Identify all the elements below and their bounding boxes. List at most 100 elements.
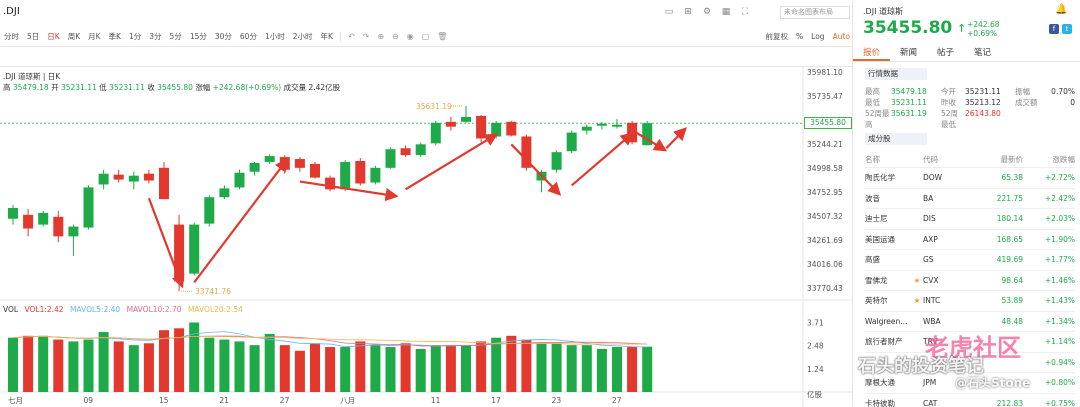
volume-bar	[521, 339, 532, 392]
star-icon[interactable]	[911, 250, 923, 270]
period-tab[interactable]: 日K	[47, 31, 60, 41]
auto-toggle[interactable]: Auto	[832, 31, 850, 41]
volume-tick-label: 1.24	[807, 365, 824, 374]
period-tab[interactable]: 1小时	[264, 31, 285, 41]
period-tab[interactable]: 15分	[189, 31, 207, 41]
star-icon[interactable]	[911, 373, 923, 393]
x-tick-label: 09	[84, 396, 94, 405]
y-tick-label: 34752.95	[807, 188, 843, 197]
stock-name: 高盛	[865, 255, 880, 264]
star-icon[interactable]: ★	[913, 296, 921, 305]
symbol-info-line: .DJI 道琼斯 | 日K	[3, 72, 61, 81]
layout-select[interactable]: 未命名图表布局	[780, 6, 850, 19]
list-item[interactable]: 卡特彼勒 CAT 212.83 +0.75%	[865, 394, 1075, 407]
period-tab[interactable]: 2小时	[292, 31, 313, 41]
period-tab[interactable]: 季K	[108, 31, 121, 41]
candle-body	[23, 214, 34, 229]
list-item[interactable]: 陶氏化学 DOW 65.38 +2.72%	[865, 168, 1075, 189]
col-code[interactable]: 代码	[923, 155, 938, 164]
crop-icon[interactable]: ▢	[421, 31, 430, 41]
volume-bar	[445, 345, 456, 392]
star-icon[interactable]	[911, 230, 923, 250]
star-icon[interactable]	[911, 168, 923, 188]
period-tab[interactable]: 5日	[27, 31, 40, 41]
layout-grid-icon[interactable]: ▦	[721, 7, 731, 17]
indicator-icon[interactable]: ⊞	[684, 7, 692, 17]
candle-body	[430, 122, 441, 144]
list-item[interactable]: +0.94%	[865, 353, 1075, 373]
star-icon[interactable]	[911, 353, 923, 373]
list-item[interactable]: 雪佛龙 ★ CVX 98.64 +1.46%	[865, 271, 1075, 291]
star-icon[interactable]	[911, 312, 923, 332]
candle-body	[310, 163, 320, 178]
quote-tab[interactable]: 笔记	[974, 48, 992, 58]
market-data-table: 最高 35479.18 今开 35231.11 振幅 0.70% 最低 35231.11 昨收 3…	[865, 86, 1075, 129]
star-icon[interactable]	[911, 332, 923, 352]
share-icons: f t	[1049, 24, 1072, 34]
list-item[interactable]: 波音 BA 221.75 +2.42%	[865, 189, 1075, 209]
bell-icon[interactable]: 🔔	[1055, 4, 1068, 15]
list-item[interactable]: 高盛 GS 419.69 +1.77%	[865, 250, 1075, 271]
candle-body	[83, 187, 94, 228]
divider	[339, 31, 341, 41]
star-icon[interactable]: ★	[913, 275, 921, 285]
facebook-icon[interactable]: f	[1049, 24, 1059, 34]
trash-icon[interactable]: 🗑	[437, 31, 448, 41]
percent-toggle[interactable]: %	[796, 31, 804, 41]
stock-change-pct: +0.75%	[1044, 398, 1075, 407]
candle-body	[566, 132, 577, 152]
adjust-select[interactable]: 前复权	[765, 31, 789, 41]
list-item[interactable]: 迪士尼 DIS 180.14 +2.03%	[865, 209, 1075, 230]
quote-tab[interactable]: 帖子	[937, 48, 955, 58]
drawing-tool-icon[interactable]: ▭	[664, 7, 674, 17]
period-tab[interactable]: 60分	[239, 31, 257, 41]
candlestick-chart[interactable]: 35981.1035735.4735489.8435244.2134998.58…	[0, 0, 852, 407]
stock-code: JPM	[923, 378, 937, 387]
market-data-label	[1015, 108, 1043, 119]
star-icon[interactable]	[911, 209, 923, 229]
list-item[interactable]: 旅行者财产 TRV +1.14%	[865, 332, 1075, 353]
list-item[interactable]: 英特尔 ★ INTC 53.89 +1.43%	[865, 291, 1075, 312]
star-icon[interactable]	[911, 189, 923, 209]
period-tab[interactable]: 5分	[169, 31, 182, 41]
period-tab[interactable]: 1分	[128, 31, 142, 41]
list-item[interactable]: Walgreen... WBA 48.48 +1.34%	[865, 312, 1075, 332]
zoom-in-icon[interactable]: ⊕	[377, 31, 385, 41]
stock-change-pct: +2.72%	[1044, 173, 1075, 182]
period-tab[interactable]: 30分	[214, 31, 232, 41]
period-tab[interactable]: 年K	[320, 31, 333, 41]
volume-label: 成交量	[283, 83, 307, 92]
chart-view-options: 前复权 % Log Auto	[766, 28, 852, 44]
candle-body	[234, 172, 245, 188]
twitter-icon[interactable]: t	[1062, 24, 1072, 34]
log-toggle[interactable]: Log	[811, 31, 825, 41]
list-item[interactable]: 美国运通 AXP 168.65 +1.90%	[865, 230, 1075, 250]
period-tab[interactable]: 分时	[4, 31, 19, 41]
col-price[interactable]: 最新价	[1000, 155, 1024, 164]
volume-bar	[174, 328, 185, 392]
zoom-out-icon[interactable]: ⊖	[392, 31, 399, 41]
stock-price: 168.65	[996, 234, 1023, 244]
volume-bar	[370, 345, 381, 392]
undo-icon[interactable]: ↶	[347, 31, 355, 41]
star-icon[interactable]	[911, 394, 923, 407]
settings-icon[interactable]: ⚙	[702, 7, 712, 17]
stock-code: DOW	[923, 173, 943, 182]
quote-tab[interactable]: 报价	[853, 46, 891, 61]
market-data-header: 行情数据	[865, 68, 927, 80]
stock-name: 英特尔	[865, 296, 888, 305]
quote-tab[interactable]: 新闻	[900, 48, 918, 58]
col-name[interactable]: 名称	[865, 155, 880, 164]
fullscreen-icon[interactable]: ⛶	[741, 7, 749, 17]
stock-name	[865, 353, 911, 373]
list-item[interactable]: 摩根大通 JPM +0.80%	[865, 373, 1075, 394]
col-pct[interactable]: 涨跌幅	[1052, 155, 1076, 164]
period-tab[interactable]: 月K	[88, 31, 101, 41]
redo-icon[interactable]: ↷	[362, 31, 370, 41]
period-tab[interactable]: 周K	[67, 31, 81, 41]
volume-bar	[551, 343, 562, 392]
eye-icon[interactable]: ◉	[406, 31, 414, 41]
period-tab[interactable]: 3分	[149, 31, 162, 41]
volume-bar	[385, 347, 396, 392]
market-data-label: 52周最高	[865, 109, 890, 129]
